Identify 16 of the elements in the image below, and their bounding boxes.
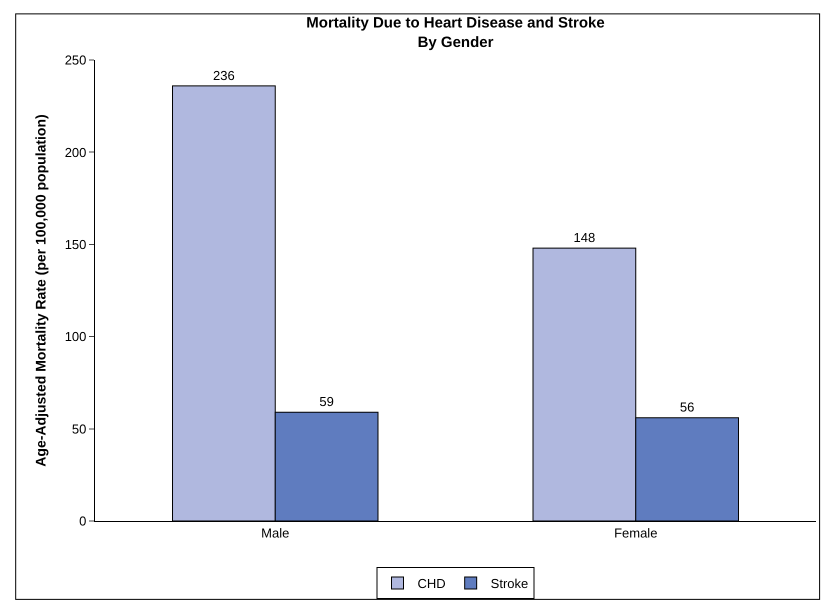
data-label: 236 (213, 68, 235, 83)
data-label: 59 (319, 394, 334, 410)
y-tick-label: 200 (64, 144, 86, 160)
y-tick-label: 0 (79, 514, 86, 529)
y-axis-title: Age-Adjusted Mortality Rate (per 100,000 population) (32, 114, 48, 467)
legend-label: Stroke (490, 576, 528, 592)
y-tick-label: 100 (64, 329, 86, 344)
x-tick-label: Male (261, 526, 290, 541)
x-tick-label: Female (614, 526, 658, 541)
legend-label: CHD (418, 576, 446, 592)
y-tick-label: 50 (72, 421, 86, 436)
data-label: 56 (680, 400, 694, 415)
y-tick-label: 150 (64, 236, 86, 252)
y-tick-label: 250 (64, 52, 86, 68)
chart-title: Mortality Due to Heart Disease and Stroke By Gender (306, 14, 605, 51)
data-label: 148 (574, 230, 596, 246)
